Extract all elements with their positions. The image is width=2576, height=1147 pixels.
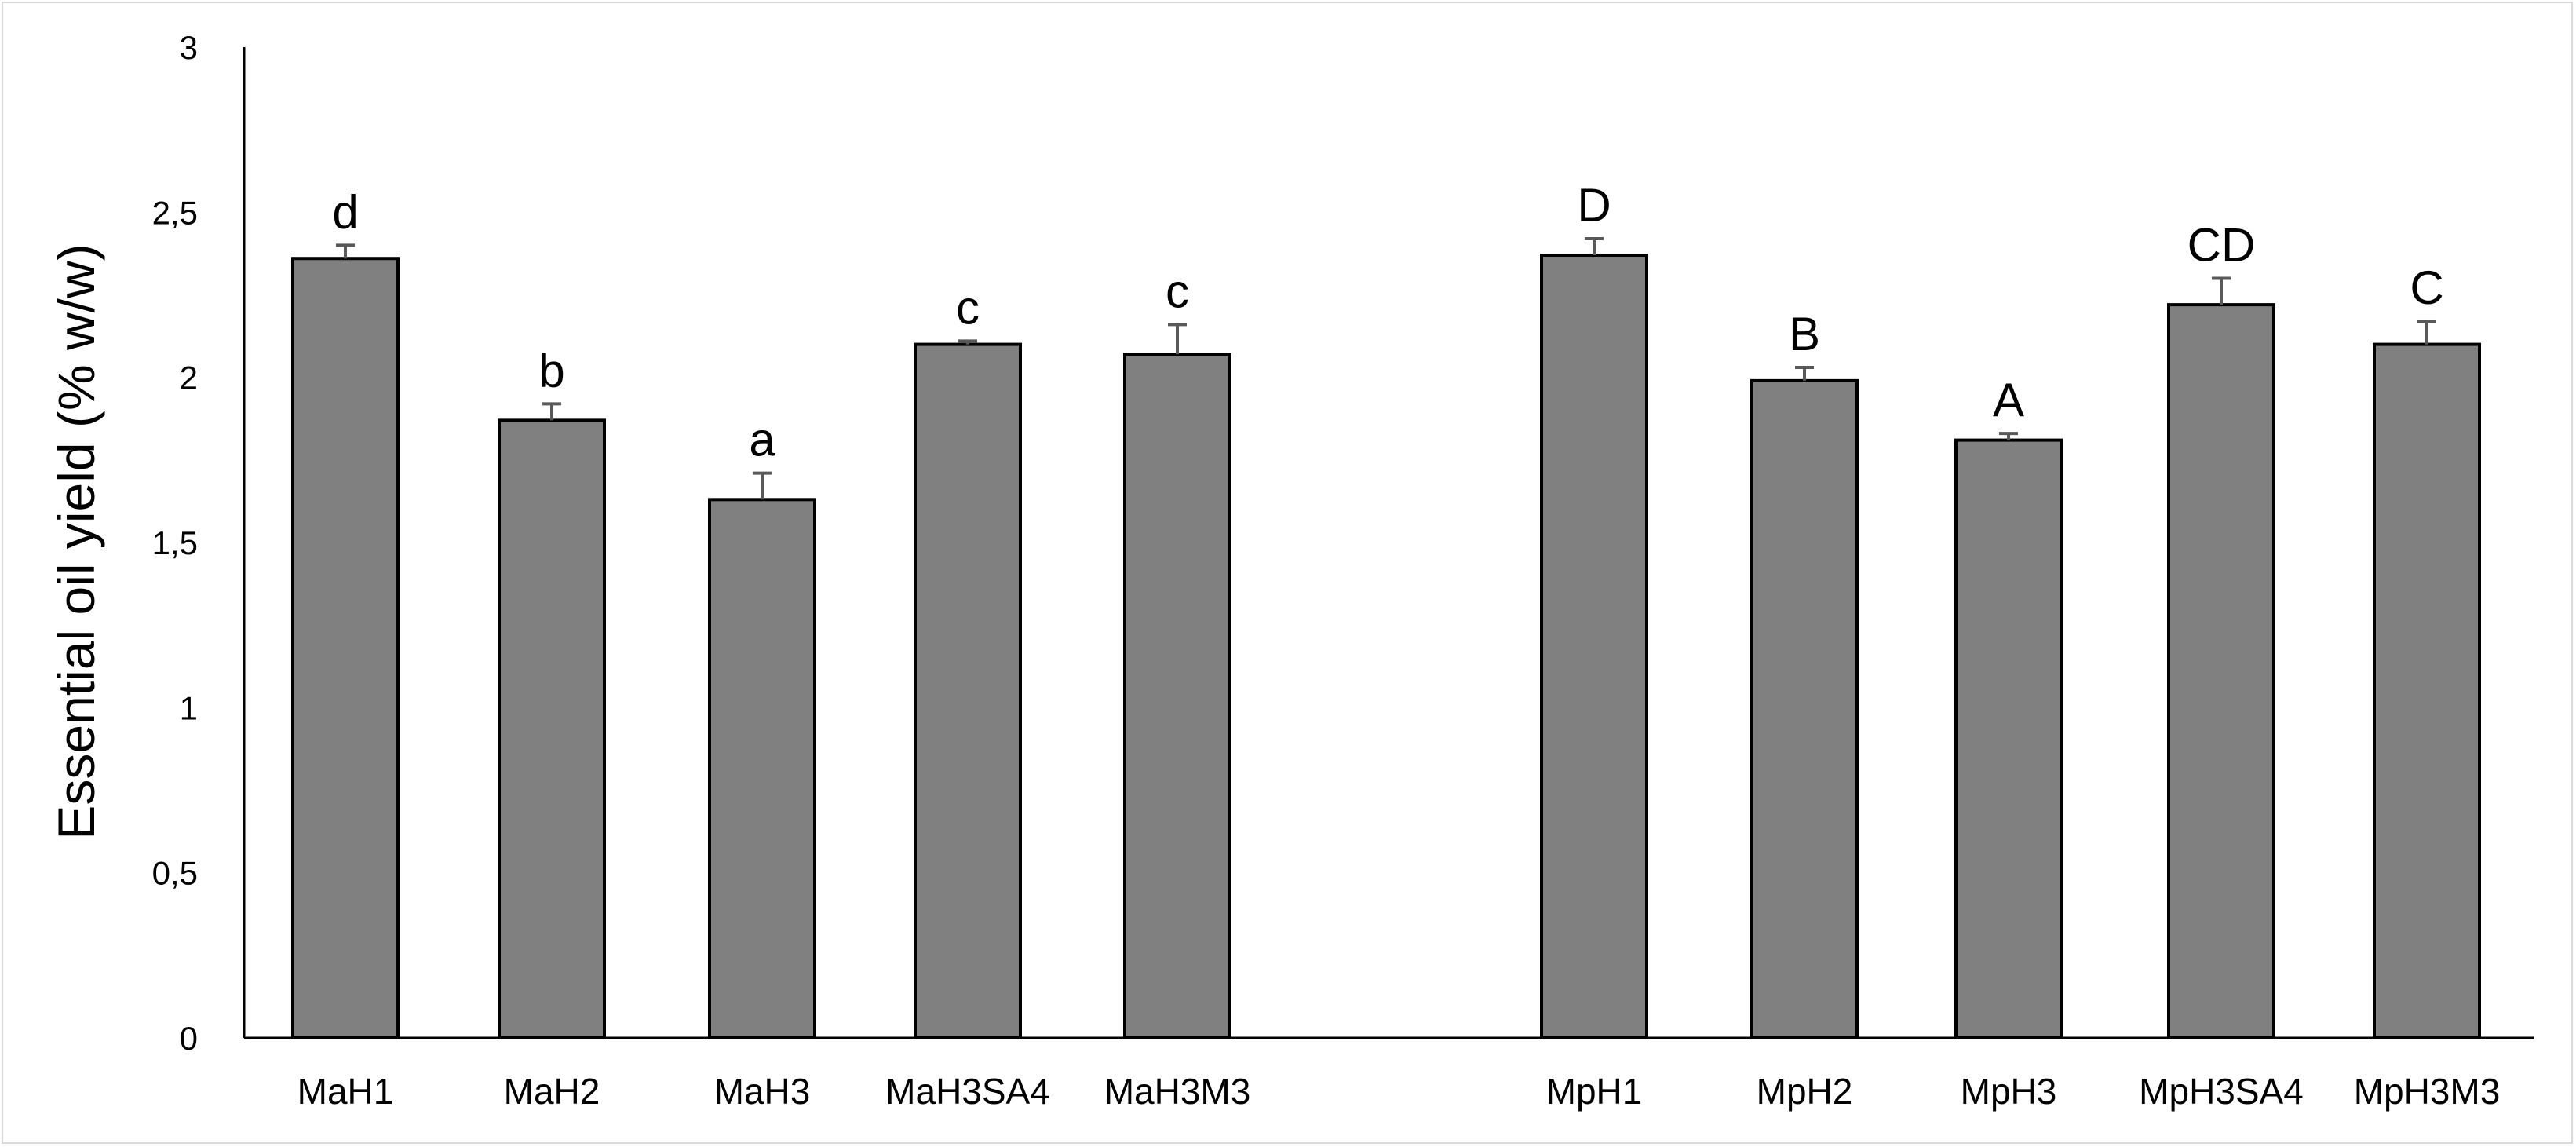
bar: [1123, 353, 1231, 1040]
category-label: MaH3: [714, 1071, 811, 1112]
significance-label: b: [538, 344, 564, 396]
bar: [2373, 342, 2481, 1040]
bar: [498, 418, 606, 1039]
category-label: MpH1: [1546, 1071, 1643, 1112]
significance-label: D: [1577, 179, 1611, 232]
category-label: MaH3SA4: [885, 1071, 1050, 1112]
category-labels: MaH1 MaH2 MaH3 MaH3SA4 MaH3M3 MpH1 MpH2 MpH3 MpH…: [297, 1071, 2501, 1112]
category-label: MpH3M3: [2354, 1071, 2501, 1112]
error-bars: [336, 236, 2436, 500]
significance-label: a: [749, 414, 775, 466]
bar: [291, 257, 400, 1039]
category-label: MpH2: [1757, 1071, 1853, 1112]
category-label: MaH3M3: [1104, 1071, 1251, 1112]
y-tick-label: 0,5: [152, 855, 198, 892]
significance-label: CD: [2187, 218, 2256, 271]
y-tick-label: 1: [180, 689, 198, 726]
category-label: MaH2: [504, 1071, 600, 1112]
significance-label: A: [1993, 374, 2024, 426]
y-axis-ticks: 0 0,5 1 1,5 2 2,5 3: [152, 29, 198, 1057]
category-label: MpH3SA4: [2139, 1071, 2304, 1112]
category-label: MpH3: [1961, 1071, 2057, 1112]
y-axis-title: Essential oil yield (% w/w): [47, 243, 105, 839]
bar: [1750, 378, 1859, 1039]
significance-label: c: [1166, 265, 1189, 317]
significance-labels: d b a c c D B A CD C: [332, 179, 2443, 466]
y-tick-label: 3: [180, 29, 198, 66]
significance-label: B: [1789, 308, 1820, 360]
bar-series: [291, 254, 2481, 1040]
significance-label: d: [332, 185, 358, 238]
significance-label: c: [956, 281, 980, 334]
bar: [1954, 438, 2063, 1039]
bar: [1540, 254, 1648, 1039]
category-label: MaH1: [297, 1071, 394, 1112]
y-tick-label: 0: [180, 1020, 198, 1057]
bar: [914, 342, 1022, 1040]
y-tick-label: 1,5: [152, 524, 198, 561]
y-tick-label: 2: [180, 360, 198, 396]
y-tick-label: 2,5: [152, 194, 198, 231]
bar: [2167, 303, 2275, 1039]
bar: [708, 498, 816, 1039]
significance-label: C: [2410, 261, 2443, 314]
